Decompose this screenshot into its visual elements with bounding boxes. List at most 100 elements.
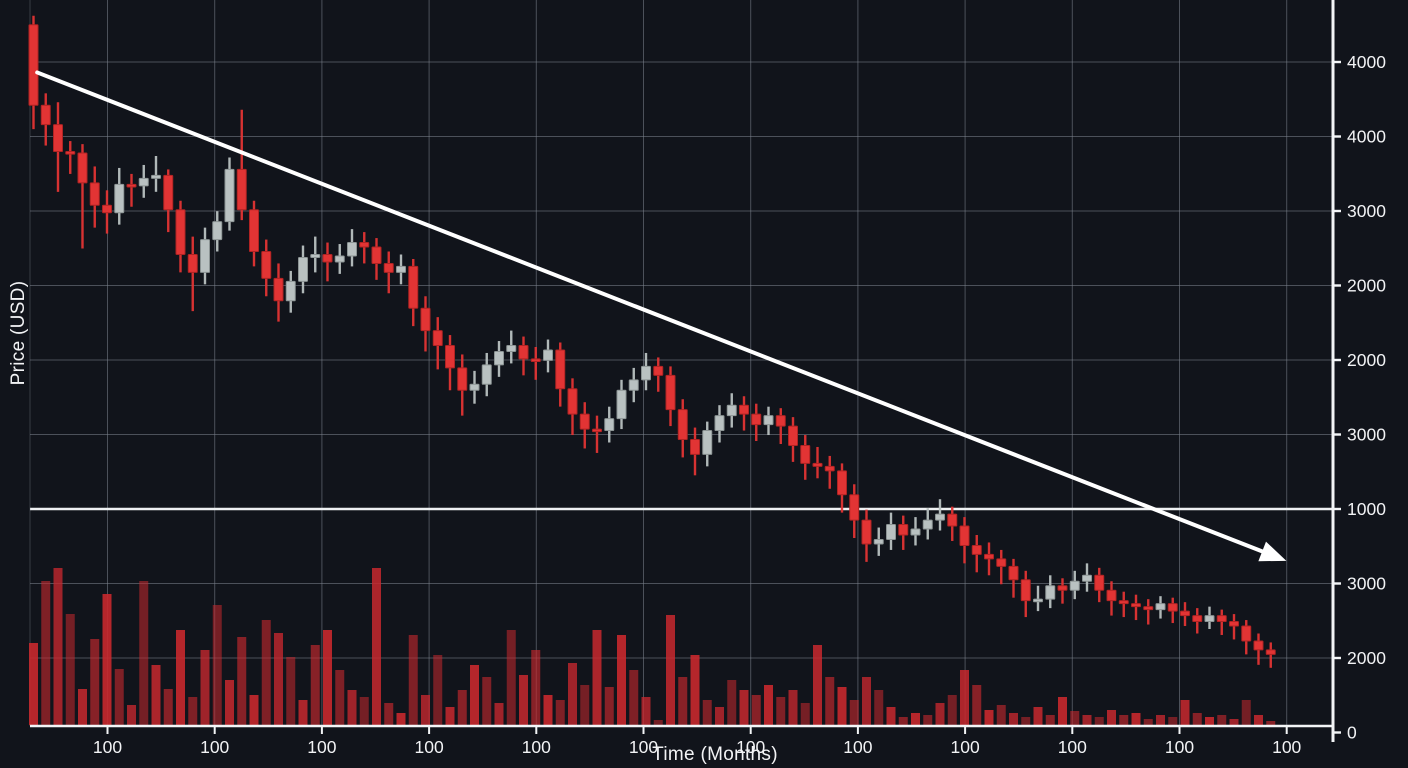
- volume-bar: [384, 703, 394, 725]
- candle-body: [665, 374, 676, 411]
- candle-body: [886, 524, 896, 540]
- volume-bar: [825, 677, 835, 725]
- candle-body: [187, 253, 198, 273]
- volume-bar: [531, 650, 541, 725]
- candle-body: [102, 204, 112, 214]
- candle-body: [408, 265, 419, 309]
- candle-body: [812, 462, 823, 467]
- candle-body: [53, 124, 63, 153]
- volume-bar: [163, 689, 173, 725]
- candle-body: [1008, 565, 1019, 581]
- candle-body: [494, 350, 504, 366]
- candle-body: [322, 253, 333, 263]
- volume-bar: [421, 695, 430, 725]
- candle-body: [1192, 615, 1203, 623]
- volume-bar: [580, 685, 590, 725]
- candle-body: [89, 182, 100, 206]
- volume-bar: [1131, 713, 1141, 725]
- volume-bar: [200, 650, 210, 725]
- x-tick-label: 100: [1165, 737, 1194, 757]
- candle-body: [824, 465, 835, 472]
- volume-bar: [41, 581, 51, 725]
- volume-bar: [886, 707, 896, 725]
- volume-bar: [984, 710, 994, 725]
- candle-body: [1253, 640, 1264, 651]
- candle-body: [898, 524, 909, 536]
- candle-body: [1094, 574, 1105, 591]
- candle-body: [1241, 625, 1252, 642]
- y-tick-label: 2000: [1347, 276, 1386, 296]
- candle-body: [849, 494, 860, 521]
- volume-bar: [555, 700, 565, 725]
- volume-bar: [1033, 707, 1043, 725]
- volume-bar: [764, 685, 773, 725]
- candle-body: [383, 262, 394, 273]
- x-axis: 100 100 100 100 100 100 100 100 100 100 100 100: [30, 724, 1334, 757]
- candle-body: [592, 428, 602, 433]
- candle-body: [677, 409, 688, 441]
- volume-bar: [543, 695, 553, 725]
- candle-body: [212, 221, 223, 241]
- candle-body: [641, 365, 651, 381]
- candle-body: [175, 209, 186, 255]
- candle-body: [751, 413, 762, 426]
- volume-bar: [323, 630, 332, 725]
- candle-body: [457, 367, 468, 391]
- volume-bar: [78, 689, 87, 725]
- volume-bar: [90, 639, 100, 725]
- volume-bar: [151, 665, 161, 725]
- trendline-line: [35, 70, 1265, 554]
- candle-body: [1204, 615, 1215, 623]
- candle-body: [481, 364, 492, 385]
- candle-body: [1155, 603, 1166, 611]
- volume-bar: [494, 703, 504, 725]
- candle-body: [1143, 606, 1154, 611]
- x-tick-label: 100: [950, 737, 979, 757]
- trendline: [35, 70, 1287, 562]
- x-axis-title: Time (Months): [652, 744, 778, 765]
- candle-body: [800, 444, 811, 464]
- volume-bar: [347, 690, 357, 725]
- candle-body: [40, 104, 51, 126]
- volume-bar: [176, 630, 185, 725]
- candle-body: [151, 174, 161, 179]
- candle-body: [1118, 600, 1129, 605]
- y-tick-label: 0: [1347, 723, 1357, 743]
- candle-body: [469, 383, 480, 391]
- volume-bar: [1094, 717, 1104, 725]
- candle-body: [261, 251, 272, 279]
- candle-body: [873, 538, 884, 545]
- volume-bar: [1045, 715, 1055, 725]
- volume-bar: [127, 705, 136, 725]
- y-tick-label: 2000: [1347, 350, 1386, 370]
- volume-bar: [874, 690, 884, 725]
- volume-bar: [788, 690, 798, 725]
- candle-body: [947, 513, 958, 527]
- candle-body: [837, 470, 847, 496]
- candle-body: [77, 152, 88, 184]
- candle-body: [628, 379, 639, 391]
- volume-bar: [335, 670, 345, 725]
- candle-body: [690, 439, 700, 455]
- x-tick-label: 100: [1058, 737, 1087, 757]
- candle-body: [285, 280, 296, 302]
- candle-body: [1265, 649, 1276, 655]
- trendline-arrowhead: [1258, 541, 1287, 562]
- candle-body: [714, 415, 725, 432]
- volume-bar: [286, 657, 296, 725]
- volume-bar: [935, 703, 945, 725]
- candle-body: [1069, 580, 1080, 591]
- volume-bar: [408, 635, 418, 725]
- candle-body: [1229, 621, 1239, 627]
- volume-bar: [274, 633, 283, 725]
- candle-body: [518, 345, 529, 360]
- volume-bar: [65, 614, 75, 725]
- x-tick-label: 100: [1272, 737, 1301, 757]
- volume-bar: [1143, 719, 1153, 725]
- volume-bar: [1156, 715, 1165, 725]
- volume-bar: [225, 680, 234, 725]
- candle-body: [396, 265, 406, 273]
- volume-bar: [690, 655, 700, 725]
- candle-body: [163, 174, 174, 211]
